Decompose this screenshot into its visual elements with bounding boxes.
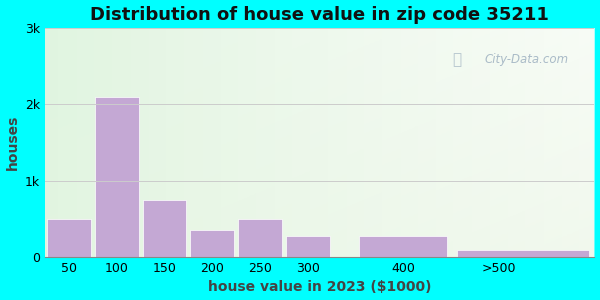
Bar: [143, 200, 187, 257]
Bar: [47, 219, 91, 257]
Bar: [95, 97, 139, 257]
Text: City-Data.com: City-Data.com: [485, 53, 569, 67]
Bar: [238, 219, 282, 257]
X-axis label: house value in 2023 ($1000): house value in 2023 ($1000): [208, 280, 431, 294]
Title: Distribution of house value in zip code 35211: Distribution of house value in zip code …: [91, 6, 549, 24]
Bar: [457, 250, 589, 257]
Y-axis label: houses: houses: [5, 115, 20, 170]
Bar: [286, 236, 330, 257]
Bar: [359, 236, 448, 257]
Text: ⦿: ⦿: [452, 52, 461, 68]
Bar: [190, 230, 234, 257]
